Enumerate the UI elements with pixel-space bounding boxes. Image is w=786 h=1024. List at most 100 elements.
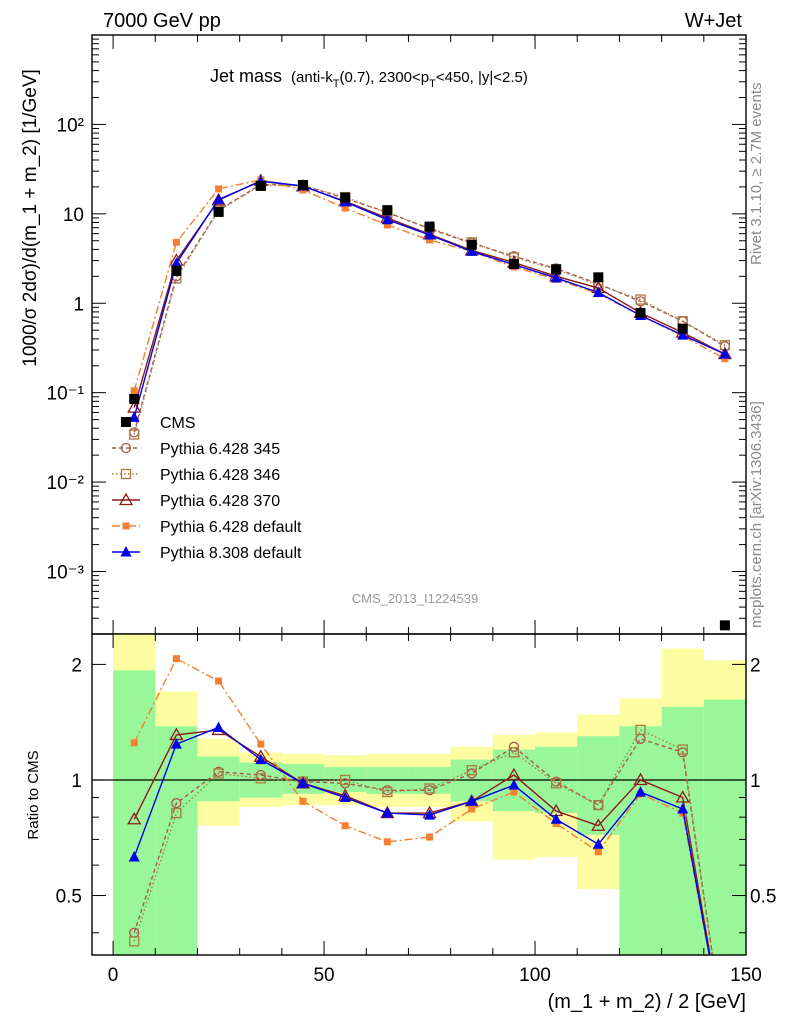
ratio-point-p346 <box>340 774 351 786</box>
ratio-series-p346 <box>129 724 714 955</box>
ratio-point-p346 <box>635 724 646 736</box>
process-label: W+Jet <box>685 10 743 32</box>
ratio-point-p346 <box>466 765 477 776</box>
main-panel: 10⁻³ 10⁻² 10⁻¹ 1 10 10² <box>47 34 747 635</box>
legend-label: Pythia 6.428 default <box>160 519 302 536</box>
ratio-point-pdefault <box>299 797 307 805</box>
y-tick-label: 10 <box>63 205 84 226</box>
ratio-y-tick-label: 0.5 <box>56 887 82 908</box>
legend-label: Pythia 8.308 default <box>160 545 302 562</box>
x-tick-label: 50 <box>313 965 334 986</box>
legend-label: CMS <box>160 415 196 432</box>
x-tick-label: 100 <box>519 965 551 986</box>
point-cms <box>424 221 435 232</box>
plot-title-sub-c: (0.7), 2300<p <box>339 69 429 86</box>
legend-entry-p8: Pythia 8.308 default <box>112 545 302 562</box>
plot-title: Jet mass (anti-kT(0.7), 2300<pT<450, |y|… <box>210 66 528 90</box>
ratio-y-tick-label-right: 1 <box>750 771 761 792</box>
ratio-point-p8 <box>635 786 647 797</box>
point-pdefault <box>426 236 434 244</box>
uncertainty-bands <box>113 634 746 955</box>
ratio-point-p8 <box>339 791 351 803</box>
ratio-series-p8 <box>128 721 711 955</box>
point-cms <box>129 393 140 404</box>
mcplots-label: mcplots.cern.ch [arXiv:1306.3436] <box>748 401 765 628</box>
ratio-point-p370 <box>675 790 690 803</box>
plot-title-sub-a: (anti-k <box>291 69 333 86</box>
point-p8 <box>381 213 393 225</box>
point-pdefault <box>721 355 729 363</box>
ratio-point-p8 <box>297 777 309 788</box>
plot-title-main: Jet mass <box>210 66 282 86</box>
ratio-point-p346 <box>550 778 562 789</box>
point-p346 <box>635 294 646 305</box>
ratio-point-p8 <box>424 809 436 820</box>
ratio-point-p346 <box>382 786 393 798</box>
ratio-line-p345 <box>133 737 714 955</box>
x-tick-label: 0 <box>108 965 119 986</box>
ratio-point-p370 <box>591 818 606 831</box>
point-cms <box>340 192 351 203</box>
point-p8 <box>213 193 225 204</box>
ratio-point-p345 <box>508 741 520 752</box>
band-green <box>113 670 156 955</box>
y-tick-label: 10⁻¹ <box>47 384 85 405</box>
ratio-point-p346 <box>171 807 182 819</box>
ratio-point-pdefault <box>383 838 391 846</box>
ratio-point-p370 <box>127 811 142 825</box>
legend-label: Pythia 6.428 370 <box>160 493 280 510</box>
point-cms <box>719 620 730 631</box>
ratio-point-pdefault <box>215 677 223 685</box>
point-p8 <box>424 228 436 240</box>
ratio-point-p8 <box>466 795 478 806</box>
ratio-point-p8 <box>213 721 225 732</box>
legend-entry-p370: Pythia 6.428 370 <box>112 492 280 510</box>
point-cms <box>297 180 308 191</box>
ratio-point-p8 <box>508 779 520 790</box>
point-cms <box>213 206 224 217</box>
ratio-point-p8 <box>255 753 267 765</box>
rivet-label: Rivet 3.1.10, ≥ 2.7M events <box>748 83 765 266</box>
ratio-panel: 0.5 0.5 1 1 2 2 0 50 100 150 <box>56 633 776 986</box>
point-pdefault <box>215 185 223 193</box>
ratio-point-pdefault <box>510 788 518 796</box>
point-cms <box>593 272 604 283</box>
ratio-point-p8 <box>128 850 140 862</box>
point-cms <box>677 323 688 334</box>
ratio-point-pdefault <box>468 805 476 813</box>
energy-label: 7000 GeV pp <box>103 10 221 32</box>
ratio-point-p346 <box>508 747 520 758</box>
band-green <box>703 699 746 955</box>
series-line-pdefault <box>133 179 726 391</box>
ratio-point-pdefault <box>426 833 434 841</box>
plot-title-sub-b: T <box>333 78 340 90</box>
legend-entry-cms: CMS <box>121 415 196 432</box>
legend-entry-pdefault: Pythia 6.428 default <box>112 519 302 536</box>
point-p346 <box>129 429 140 440</box>
legend-marker <box>120 468 132 480</box>
series-cms <box>129 180 730 631</box>
plot-title-sub-d: T <box>429 78 436 90</box>
ratio-point-p8 <box>550 813 562 824</box>
point-p8 <box>128 411 140 422</box>
point-pdefault <box>130 387 138 395</box>
ratio-data <box>127 655 714 955</box>
ratio-point-p346 <box>129 936 140 947</box>
point-p8 <box>592 286 604 297</box>
y-tick-label: 10⁻² <box>47 473 85 494</box>
point-cms <box>551 264 562 275</box>
x-axis-label: (m_1 + m_2) / 2 [GeV] <box>548 991 746 1013</box>
ratio-point-p8 <box>170 738 182 749</box>
legend-entry-p345: Pythia 6.428 345 <box>112 441 280 458</box>
main-data <box>127 173 733 631</box>
plot-title-sub-e: <450, |y|<2.5) <box>436 69 528 86</box>
point-p8 <box>466 245 478 256</box>
point-cms <box>508 258 519 269</box>
x-tick-label: 150 <box>730 965 762 986</box>
legend-label: Pythia 6.428 346 <box>160 467 280 484</box>
band-green <box>197 756 240 802</box>
legend-marker <box>121 417 131 427</box>
ratio-point-p8 <box>592 838 604 849</box>
ratio-y-tick-label: 2 <box>71 655 82 676</box>
